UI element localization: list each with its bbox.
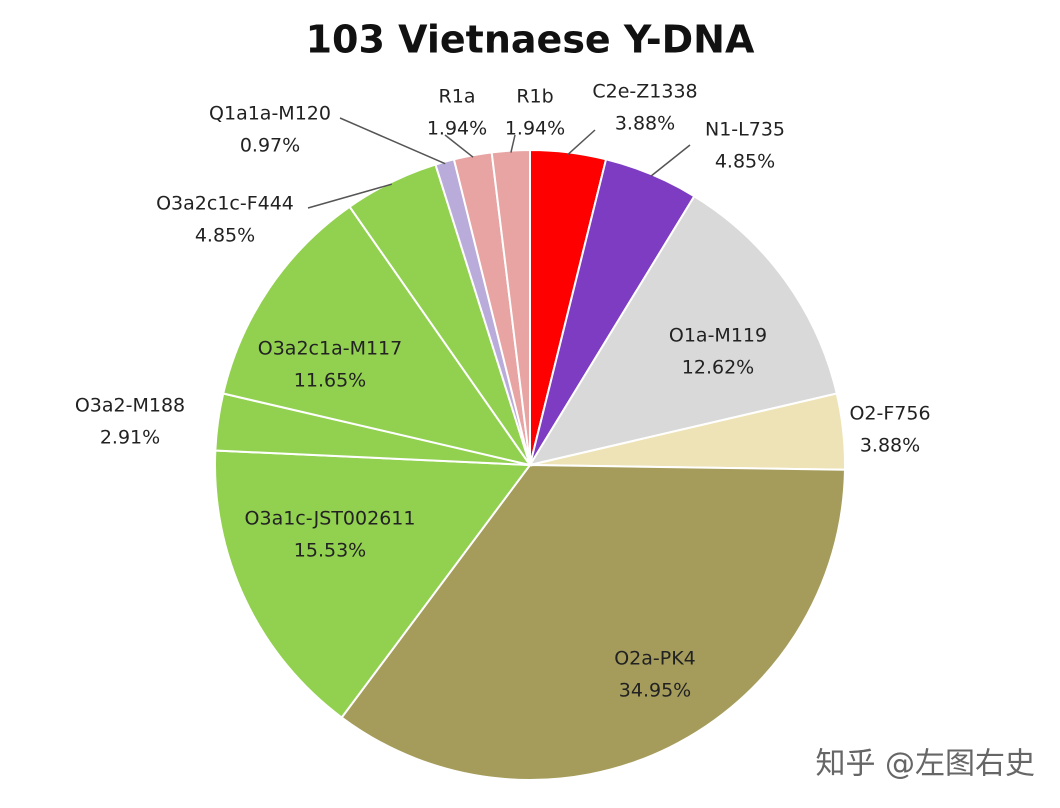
value-label: 1.94% [505, 118, 565, 140]
pie-slice [527, 194, 838, 467]
slice-label: Q1a1a-M120 [209, 103, 331, 125]
leader-line [339, 117, 446, 165]
slice-label: O2a-PK4 [614, 648, 696, 670]
slice-label: O3a2c1c-F444 [156, 193, 294, 215]
slice-label: O3a1c-JST002611 [245, 508, 416, 530]
slice-label: O3a2-M188 [75, 395, 185, 417]
value-label: 0.97% [240, 135, 300, 157]
value-label: 1.94% [427, 118, 487, 140]
pie-slice [222, 205, 533, 467]
pie-slice [340, 463, 846, 781]
leader-line [510, 134, 516, 153]
value-label: 11.65% [294, 370, 366, 392]
slice-label: O2-F756 [849, 403, 930, 425]
slice-label: R1b [516, 86, 553, 108]
slice-label: O1a-M119 [669, 325, 767, 347]
leader-line [307, 183, 393, 209]
chart-title: 103 Vietnaese Y-DNA [306, 18, 755, 62]
slice-label: R1a [439, 86, 476, 108]
value-label: 15.53% [294, 540, 366, 562]
value-label: 3.88% [860, 435, 920, 457]
value-label: 4.85% [715, 151, 775, 173]
watermark: 知乎 @左图右史 [815, 747, 1035, 782]
leader-line [444, 134, 474, 158]
slice-label: N1-L735 [705, 119, 785, 141]
leader-line [650, 144, 691, 177]
value-label: 3.88% [615, 113, 675, 135]
leader-line [567, 129, 596, 155]
pie-slice [214, 449, 532, 719]
value-label: 4.85% [195, 225, 255, 247]
value-label: 2.91% [100, 427, 160, 449]
value-label: 12.62% [682, 357, 754, 379]
slice-label: O3a2c1a-M117 [258, 338, 402, 360]
value-label: 34.95% [619, 680, 691, 702]
slice-label: C2e-Z1338 [592, 81, 697, 103]
